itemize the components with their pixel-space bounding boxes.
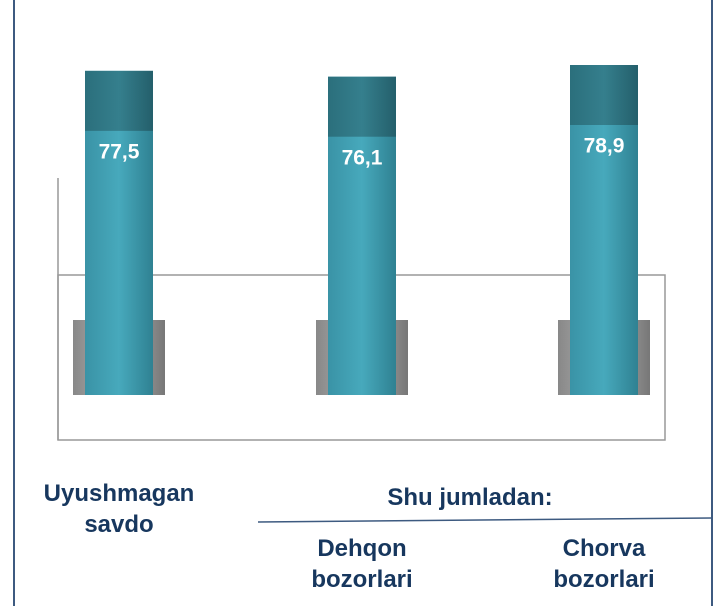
value-label: 76,1: [342, 146, 383, 169]
bars: 77,5 76,1 78,9: [73, 65, 650, 395]
group-line: [257, 517, 713, 523]
category-label: Dehqon bozorlari: [311, 535, 413, 593]
value-label: 77,5: [99, 140, 140, 163]
group-label: Shu jumladan:: [387, 484, 553, 511]
category-label: Uyushmagan savdo: [43, 480, 195, 538]
bar-cap: [570, 65, 638, 125]
value-label: 78,9: [584, 135, 625, 158]
bar-cap: [328, 76, 396, 137]
category-label: Chorva bozorlari: [553, 535, 655, 593]
bar-cap: [85, 70, 153, 131]
